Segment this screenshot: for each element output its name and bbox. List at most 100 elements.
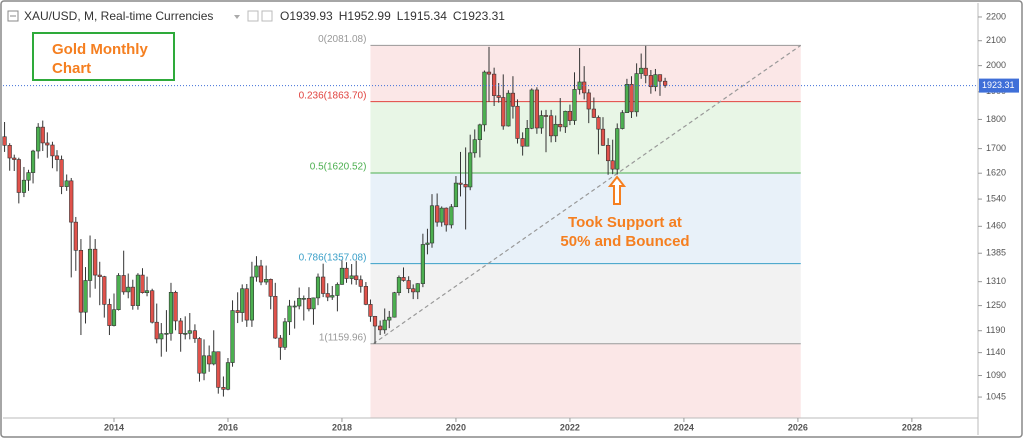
candle-body xyxy=(477,124,482,140)
candle-body xyxy=(358,279,363,287)
candle-body xyxy=(168,291,174,334)
candle-body xyxy=(102,276,107,305)
candle-body xyxy=(486,71,492,75)
candle-body xyxy=(492,73,497,96)
settings-icon[interactable] xyxy=(261,10,273,22)
candle-body xyxy=(600,128,606,146)
candle-body xyxy=(563,110,568,128)
candle-body xyxy=(558,123,563,128)
candle-body xyxy=(591,108,596,118)
candle-body xyxy=(378,325,383,331)
candle-body xyxy=(453,182,459,208)
price-label: 1923.31 xyxy=(982,80,1015,90)
candle-body xyxy=(97,274,102,277)
candle-body xyxy=(472,139,477,154)
x-tick-label: 2028 xyxy=(902,422,922,432)
candle-body xyxy=(187,330,192,334)
candle-body xyxy=(197,338,202,374)
candle-body xyxy=(330,295,335,298)
candle-body xyxy=(230,310,235,363)
candle-body xyxy=(311,297,316,310)
candle-body xyxy=(663,80,668,86)
candle-body xyxy=(268,279,273,297)
note-line: Took Support at xyxy=(568,214,682,231)
candle-body xyxy=(567,110,573,121)
candle-body xyxy=(178,320,183,335)
candle-body xyxy=(606,145,611,162)
candle-body xyxy=(596,117,601,130)
candle-body xyxy=(458,182,463,185)
candle-body xyxy=(282,321,288,348)
candle-body xyxy=(254,265,259,278)
candle-body xyxy=(211,351,216,365)
candle-body xyxy=(59,159,64,187)
candle-body xyxy=(107,304,112,326)
x-tick-label: 2014 xyxy=(104,422,124,432)
ohlc-field-value: 1923.31 xyxy=(462,9,506,23)
candle-body xyxy=(45,142,50,146)
candle-body xyxy=(396,277,402,293)
candle-body xyxy=(406,280,411,290)
candle-body xyxy=(235,310,240,313)
ohlc-header: O1939.93 H1952.99 L1915.34 C1923.31 xyxy=(280,9,505,23)
y-tick-label: 1620 xyxy=(986,168,1006,178)
candle-body xyxy=(130,286,135,306)
collapse-icon[interactable] xyxy=(7,10,19,22)
candle-body xyxy=(468,152,473,188)
fib-bands: 0(2081.08) 0.236(1863.70) 0.5(1620.52) 0.78… xyxy=(299,34,801,418)
candle-body xyxy=(401,277,406,281)
candle-body xyxy=(586,92,591,110)
candle-body xyxy=(207,355,212,365)
candle-body xyxy=(501,97,506,127)
candle-body xyxy=(16,159,21,193)
candle-body xyxy=(50,144,55,157)
candle-body xyxy=(520,138,525,147)
y-tick-label: 1540 xyxy=(986,193,1006,203)
ohlc-field-label: L xyxy=(397,9,404,23)
x-tick-label: 2020 xyxy=(446,422,466,432)
candle-body xyxy=(216,351,221,388)
candle-body xyxy=(496,95,501,98)
support-arrow xyxy=(607,175,627,205)
candle-body xyxy=(7,145,12,159)
candle-body xyxy=(150,290,155,323)
note-line: 50% and Bounced xyxy=(560,233,689,250)
candle-body xyxy=(164,332,169,335)
fib-band xyxy=(370,263,801,344)
candle-body xyxy=(244,288,249,321)
y-tick-label: 1700 xyxy=(986,143,1006,153)
y-tick-label: 1250 xyxy=(986,300,1006,310)
candle-body xyxy=(144,290,150,293)
trendline xyxy=(372,44,802,345)
candle-body xyxy=(278,337,283,348)
fib-label: 0.236(1863.70) xyxy=(299,90,367,101)
candle-body xyxy=(116,275,121,311)
candle-body xyxy=(582,81,587,94)
candle-body xyxy=(525,127,530,147)
candle-body xyxy=(315,276,321,299)
dropdown-icon[interactable] xyxy=(234,15,240,19)
ohlc-field-label: O xyxy=(280,9,289,23)
candle-body xyxy=(301,298,306,300)
candle-body xyxy=(439,207,444,223)
candle-body xyxy=(335,284,340,296)
candle-body xyxy=(411,288,416,293)
candle-body xyxy=(249,276,255,321)
candle-body xyxy=(639,67,644,74)
ohlc-field-value: 1915.34 xyxy=(403,9,447,23)
candle-body xyxy=(287,305,292,323)
candle-body xyxy=(292,305,297,308)
eye-icon[interactable] xyxy=(247,10,259,22)
candle-body xyxy=(615,128,620,170)
candle-body xyxy=(83,280,88,313)
candle-body xyxy=(643,67,648,76)
symbol: XAU/USD, M, Real-time Currencies xyxy=(24,9,213,23)
candle-body xyxy=(420,244,425,284)
price-label-bg xyxy=(979,78,1019,93)
candle-body xyxy=(510,92,516,107)
candle-body xyxy=(93,248,98,276)
candle-body xyxy=(21,179,27,193)
fib-label: 0.5(1620.52) xyxy=(310,162,367,173)
y-tick-label: 2100 xyxy=(986,35,1006,45)
candle-body xyxy=(306,298,311,310)
